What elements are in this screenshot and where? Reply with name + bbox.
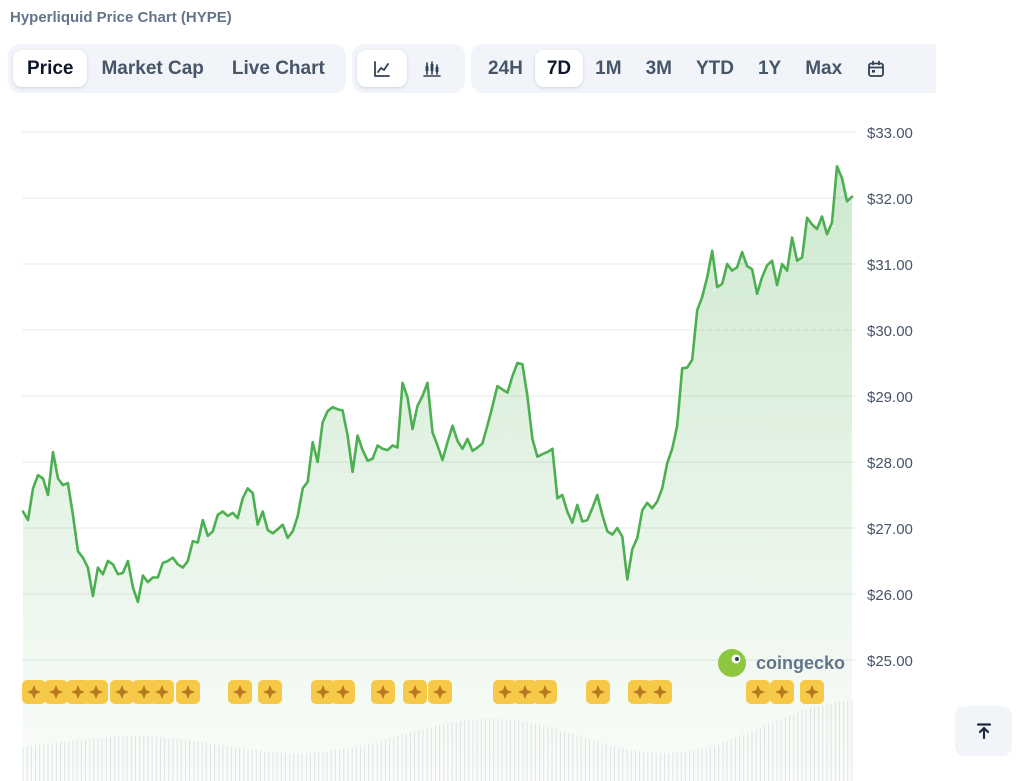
y-tick-label: $25.00 <box>867 653 913 670</box>
y-tick-label: $27.00 <box>867 521 913 538</box>
range-max[interactable]: Max <box>805 57 843 79</box>
price-line <box>21 165 854 604</box>
calendar-icon <box>868 60 885 77</box>
event-marker[interactable] <box>176 680 200 704</box>
event-marker[interactable] <box>533 680 557 704</box>
event-marker[interactable] <box>371 680 395 704</box>
y-tick-label: $30.00 <box>867 323 913 340</box>
chart-view-toggle <box>352 44 465 93</box>
y-tick-label: $26.00 <box>867 587 913 604</box>
event-marker[interactable] <box>84 680 108 704</box>
y-tick-label: $31.00 <box>867 257 913 274</box>
event-marker[interactable] <box>513 680 537 704</box>
candlestick-chart-button[interactable] <box>407 50 457 87</box>
tab-live-chart[interactable]: Live Chart <box>231 57 325 79</box>
page-title: Hyperliquid Price Chart (HYPE) <box>10 9 232 26</box>
event-marker[interactable] <box>648 680 672 704</box>
line-chart-button[interactable] <box>357 50 407 87</box>
event-marker[interactable] <box>493 680 517 704</box>
date-range-button[interactable] <box>854 50 898 87</box>
y-tick-label: $32.00 <box>867 191 913 208</box>
event-markers <box>22 680 824 704</box>
range-1y[interactable]: 1Y <box>757 57 782 79</box>
chart-type-tabs: Price Market Cap Live Chart <box>8 44 346 93</box>
event-marker[interactable] <box>44 680 68 704</box>
y-axis-ticks: $33.00 $32.00 $31.00 $30.00 $29.00 $28.00 $27.… <box>867 125 913 670</box>
event-marker[interactable] <box>746 680 770 704</box>
event-marker[interactable] <box>770 680 794 704</box>
range-3m[interactable]: 3M <box>645 57 672 79</box>
range-7d[interactable]: 7D <box>534 50 584 87</box>
coingecko-watermark: coingecko <box>718 649 845 677</box>
price-area-dots <box>23 166 852 781</box>
tab-market-cap[interactable]: Market Cap <box>101 57 204 79</box>
event-marker[interactable] <box>628 680 652 704</box>
time-range-selector: 24H 7D 1M 3M YTD 1Y Max <box>471 44 936 93</box>
event-marker[interactable] <box>311 680 335 704</box>
event-marker[interactable] <box>428 680 452 704</box>
y-tick-label: $33.00 <box>867 125 913 142</box>
event-marker[interactable] <box>22 680 46 704</box>
tab-price[interactable]: Price <box>13 50 88 87</box>
event-marker[interactable] <box>228 680 252 704</box>
line-chart-icon <box>374 60 390 77</box>
range-24h[interactable]: 24H <box>488 57 523 79</box>
event-marker[interactable] <box>331 680 355 704</box>
candlestick-chart-icon <box>423 60 441 77</box>
range-1m[interactable]: 1M <box>595 57 622 79</box>
event-marker[interactable] <box>150 680 174 704</box>
event-marker[interactable] <box>403 680 427 704</box>
event-marker[interactable] <box>800 680 824 704</box>
price-line-layer <box>21 165 854 604</box>
y-tick-label: $28.00 <box>867 455 913 472</box>
watermark-text: coingecko <box>756 653 845 673</box>
scroll-to-top-button[interactable] <box>955 706 1012 756</box>
event-marker[interactable] <box>586 680 610 704</box>
arrow-to-top-icon <box>976 723 991 740</box>
range-ytd[interactable]: YTD <box>695 57 734 79</box>
y-tick-label: $29.00 <box>867 389 913 406</box>
price-area <box>23 166 852 781</box>
event-marker[interactable] <box>110 680 134 704</box>
event-marker[interactable] <box>258 680 282 704</box>
coingecko-logo-icon <box>718 649 746 677</box>
price-chart[interactable]: $33.00 $32.00 $31.00 $30.00 $29.00 $28.00 $27.… <box>0 110 1024 781</box>
